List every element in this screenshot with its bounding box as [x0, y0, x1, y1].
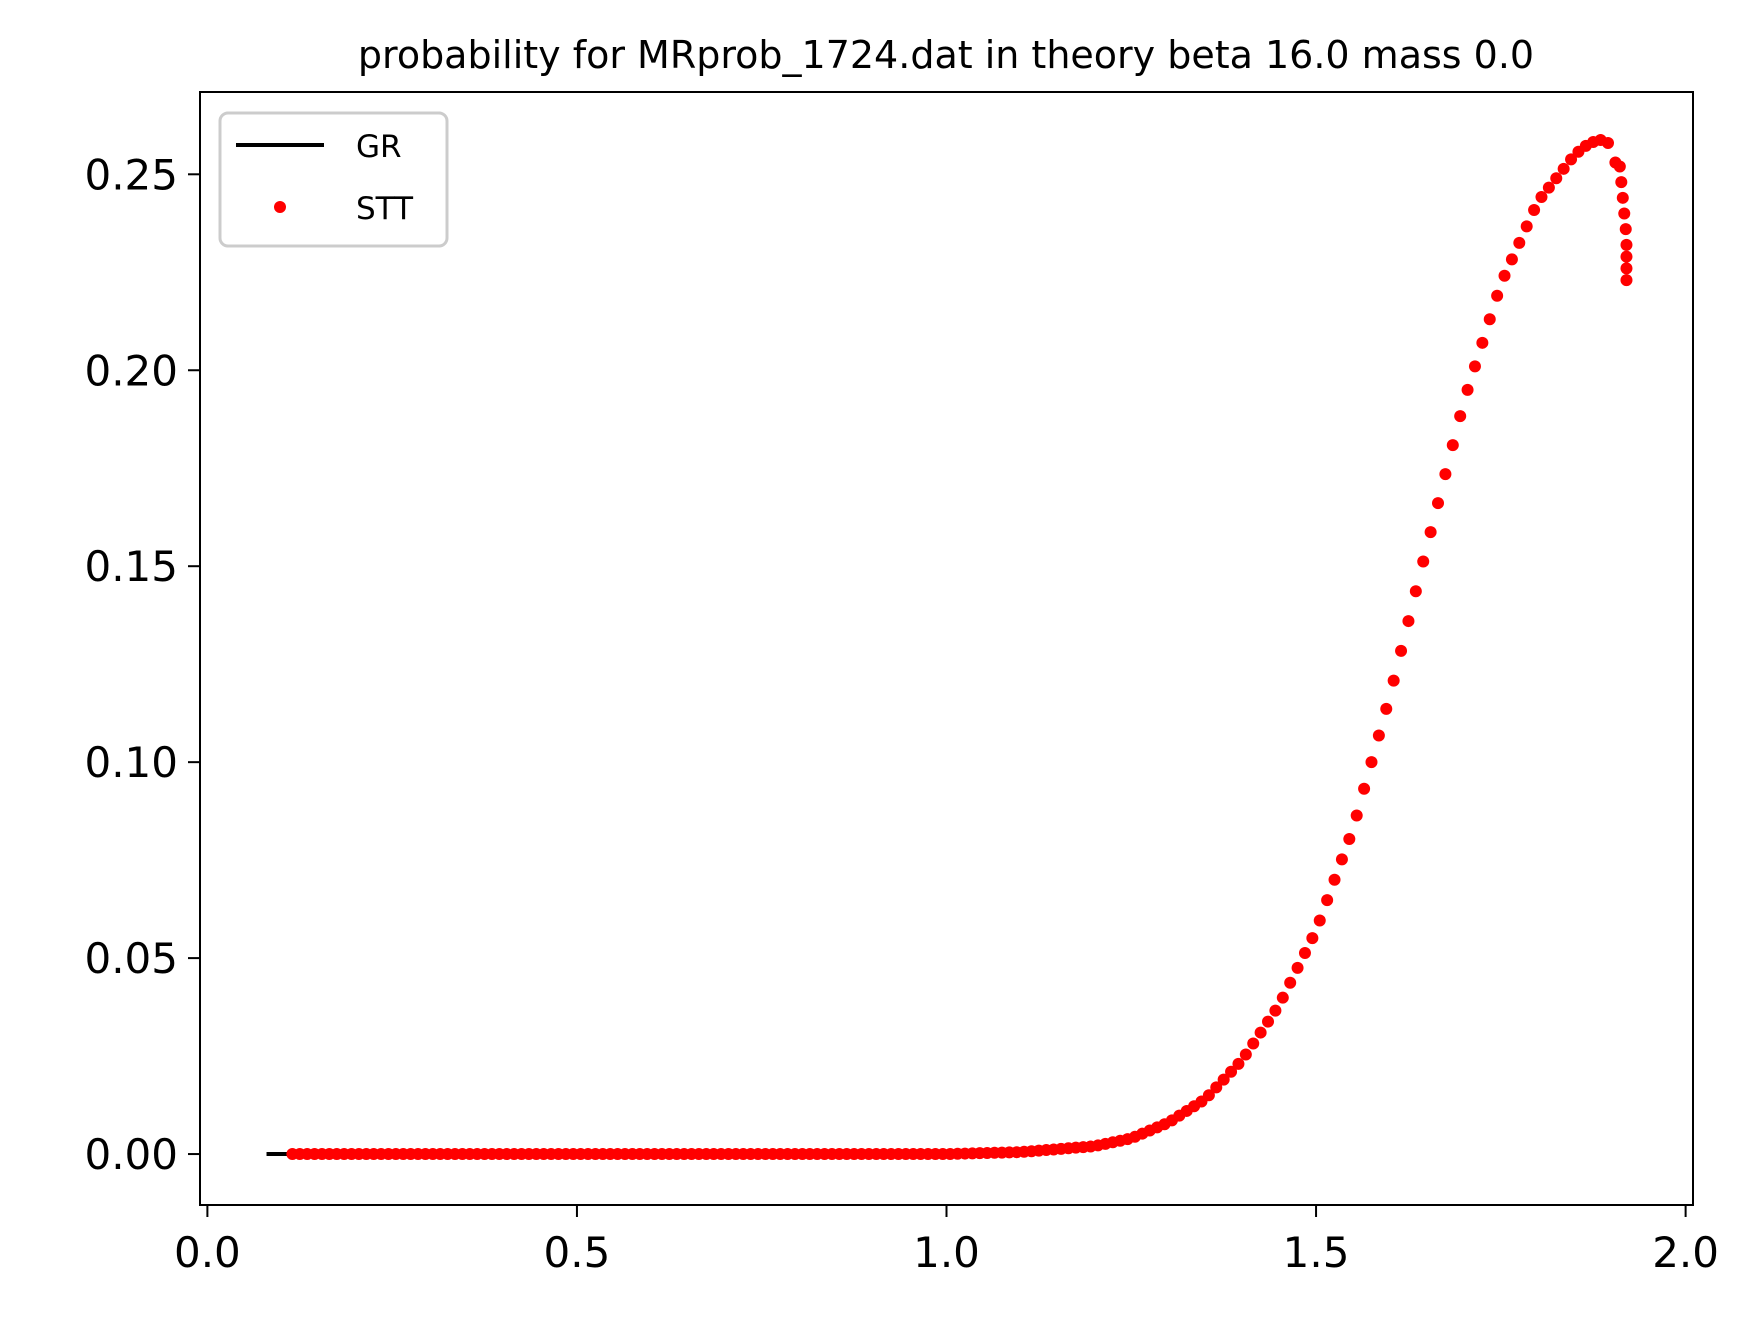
series-stt-point: [1402, 615, 1415, 628]
series-stt-point: [1417, 555, 1430, 568]
series-stt-point: [1468, 360, 1481, 373]
series-stt-point: [1620, 262, 1633, 275]
series-stt-point: [1313, 914, 1326, 927]
series-stt-point: [1276, 991, 1289, 1004]
y-tick-label: 0.15: [84, 542, 178, 591]
legend-stt-marker: [274, 201, 286, 213]
series-stt-point: [1247, 1037, 1260, 1050]
series-stt-point: [1395, 644, 1408, 657]
series-stt-point: [1202, 1089, 1215, 1102]
x-tick-label: 2.0: [1652, 1228, 1719, 1277]
y-tick-label: 0.00: [84, 1130, 178, 1179]
series-stt-point: [1217, 1073, 1230, 1086]
y-tick-label: 0.05: [84, 934, 178, 983]
legend-stt-label: STT: [356, 191, 414, 227]
y-tick-label: 0.20: [84, 346, 178, 395]
series-stt-point: [1343, 832, 1356, 845]
series-stt-point: [1620, 238, 1633, 251]
x-tick-label: 1.5: [1283, 1228, 1350, 1277]
series-stt-point: [1616, 191, 1629, 204]
series-stt-point: [1618, 207, 1631, 220]
x-tick-label: 1.0: [913, 1228, 980, 1277]
series-stt-point: [1225, 1065, 1238, 1078]
series-stt-point: [1387, 674, 1400, 687]
series-stt-point: [1439, 468, 1452, 481]
series-stt-point: [1483, 313, 1496, 326]
series-stt-point: [1557, 162, 1570, 175]
y-tick-label: 0.10: [84, 738, 178, 787]
series-stt-point: [1565, 153, 1578, 166]
series-stt-point: [1454, 410, 1467, 423]
series-stt-point: [1365, 756, 1378, 769]
series-stt-point: [1461, 383, 1474, 396]
series-stt-point: [1446, 439, 1459, 452]
series-stt-point: [1298, 947, 1311, 960]
series-stt-point: [1306, 932, 1319, 945]
series-stt-point: [1619, 223, 1632, 236]
series-stt-point: [1372, 729, 1385, 742]
series-stt-point: [1542, 181, 1555, 194]
series-stt-point: [1210, 1081, 1223, 1094]
series-stt-point: [1520, 220, 1533, 233]
y-tick-label: 0.25: [84, 150, 178, 199]
series-stt-point: [1620, 274, 1633, 287]
x-tick-label: 0.5: [544, 1228, 611, 1277]
series-stt-point: [1328, 873, 1341, 886]
series-layer: [266, 134, 1633, 1161]
series-stt-point: [1262, 1015, 1275, 1028]
x-tick-label: 0.0: [174, 1228, 241, 1277]
series-stt-point: [1409, 585, 1422, 598]
series-stt-point: [1335, 853, 1348, 866]
series-stt-point: [1432, 497, 1445, 510]
y-axis: 0.00 0.05 0.10 0.15 0.20 0.25: [84, 150, 200, 1179]
series-stt-point: [1535, 191, 1548, 204]
series-stt-point: [1528, 203, 1541, 216]
series-stt-point: [1615, 176, 1628, 189]
series-stt-point: [1239, 1048, 1252, 1061]
series-stt-point: [1491, 289, 1504, 302]
series-stt-point: [1505, 253, 1518, 266]
x-axis: 0.0 0.5 1.0 1.5 2.0: [174, 1205, 1719, 1277]
series-stt-point: [1550, 172, 1563, 185]
series-stt-point: [1513, 236, 1526, 249]
series-stt-point: [1602, 136, 1615, 149]
series-stt-point: [1350, 809, 1363, 822]
series-stt-point: [1476, 336, 1489, 349]
chart-title: probability for MRprob_1724.dat in theor…: [358, 33, 1534, 77]
legend-gr-label: GR: [356, 129, 402, 165]
series-stt-point: [1269, 1004, 1282, 1017]
series-stt-point: [1613, 160, 1626, 173]
series-stt-point: [1254, 1026, 1267, 1039]
series-stt-point: [1321, 894, 1334, 907]
series-stt-point: [1291, 961, 1304, 974]
series-stt-point: [1284, 976, 1297, 989]
series-stt-point: [1620, 250, 1633, 263]
series-stt-point: [1232, 1057, 1245, 1070]
series-stt-point: [1358, 782, 1371, 795]
legend: GR STT: [218, 111, 449, 248]
series-stt-point: [1498, 269, 1511, 282]
series-stt-point: [1424, 526, 1437, 539]
series-stt-point: [1380, 702, 1393, 715]
